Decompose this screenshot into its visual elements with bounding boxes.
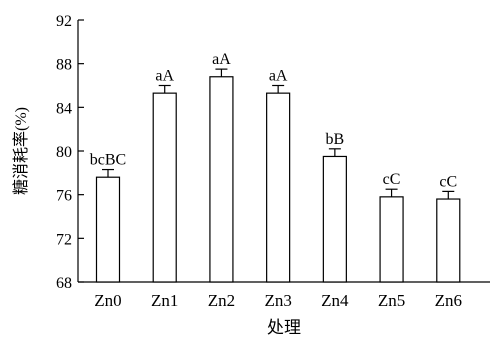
bar-zn3 xyxy=(266,92,291,283)
y-tick-label: 88 xyxy=(56,57,72,74)
significance-label: aA xyxy=(269,68,288,85)
y-tick-label: 84 xyxy=(56,100,72,117)
x-tick-label: Zn2 xyxy=(208,291,235,310)
x-tick-label: Zn6 xyxy=(435,291,462,310)
y-ticks: 68 72 76 80 84 88 92 xyxy=(56,13,84,292)
y-tick-label: 68 xyxy=(56,275,72,292)
x-tick-label: Zn0 xyxy=(94,291,121,310)
bar-zn6 xyxy=(436,198,461,283)
bars: bcBC aA aA aA bB cC cC xyxy=(90,51,461,283)
y-tick-label: 92 xyxy=(56,13,72,30)
significance-label: cC xyxy=(439,173,457,190)
bar-zn4 xyxy=(322,155,347,283)
y-axis-label: 糖消耗率(%) xyxy=(12,107,30,195)
y-tick-label: 72 xyxy=(56,231,72,248)
y-tick-label: 76 xyxy=(56,188,72,205)
significance-label: aA xyxy=(212,51,231,68)
bar-zn5 xyxy=(379,196,404,283)
significance-label: cC xyxy=(383,171,401,188)
significance-label: bcBC xyxy=(90,152,126,169)
x-axis-label: 处理 xyxy=(267,318,301,337)
x-tick-label: Zn4 xyxy=(321,291,349,310)
bar-zn1 xyxy=(152,92,177,283)
x-tick-label: Zn3 xyxy=(264,291,291,310)
x-tick-label: Zn5 xyxy=(378,291,405,310)
x-ticks: Zn0 Zn1 Zn2 Zn3 Zn4 Zn5 Zn6 xyxy=(94,291,462,310)
bar-zn2 xyxy=(209,76,234,283)
significance-label: aA xyxy=(155,68,174,85)
x-tick-label: Zn1 xyxy=(151,291,178,310)
y-tick-label: 80 xyxy=(56,144,72,161)
bar-zn0 xyxy=(95,176,121,283)
significance-label: bB xyxy=(326,131,345,148)
